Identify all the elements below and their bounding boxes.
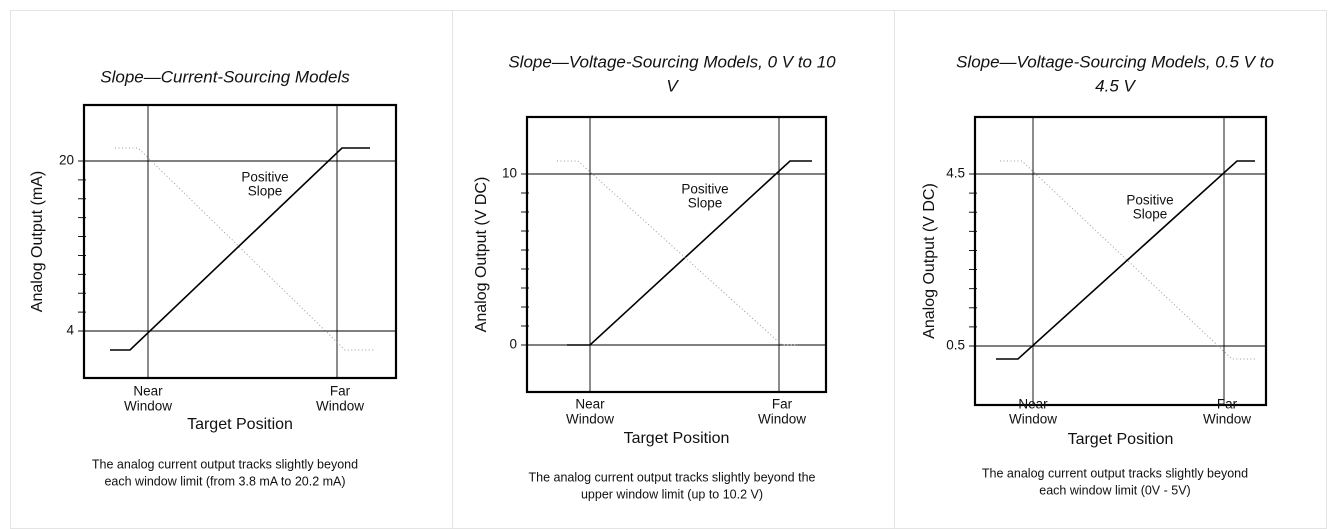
plot-frame bbox=[973, 115, 1268, 407]
near-label: Near bbox=[1018, 397, 1048, 412]
slope-line bbox=[996, 160, 1255, 360]
caption: The analog current output tracks slightl… bbox=[529, 470, 816, 484]
far-label: Far bbox=[772, 397, 793, 412]
y-axis-label: Analog Output (V DC) bbox=[921, 183, 938, 339]
y-axis-label: Analog Output (V DC) bbox=[473, 177, 490, 333]
caption: each window limit (0V - 5V) bbox=[1039, 483, 1190, 497]
plot-frame bbox=[525, 115, 828, 394]
panel-title: Slope—Current-Sourcing Models bbox=[100, 67, 350, 86]
tick-label: 4.5 bbox=[946, 166, 965, 181]
far-label: Far bbox=[1217, 397, 1238, 412]
far-label: Window bbox=[758, 412, 806, 427]
near-label: Window bbox=[1009, 412, 1057, 427]
panel-title: 4.5 V bbox=[1095, 76, 1136, 95]
tick-label: 4 bbox=[66, 323, 74, 338]
tick-label: 0 bbox=[509, 337, 517, 352]
slope-label: Positive bbox=[681, 182, 728, 197]
caption: each window limit (from 3.8 mA to 20.2 m… bbox=[104, 474, 345, 488]
slope-label: Positive bbox=[1126, 193, 1173, 208]
x-axis-label: Target Position bbox=[1068, 431, 1174, 448]
panel-title: Slope—Voltage-Sourcing Models, 0.5 V to bbox=[956, 52, 1274, 71]
plot-frame bbox=[82, 103, 398, 380]
y-axis-label: Analog Output (mA) bbox=[29, 171, 46, 312]
slope-line bbox=[110, 147, 370, 351]
tick-label: 10 bbox=[502, 166, 517, 181]
near-label: Near bbox=[575, 397, 605, 412]
far-label: Window bbox=[1203, 412, 1251, 427]
negative-slope-line bbox=[557, 160, 798, 346]
near-label: Window bbox=[124, 399, 172, 414]
negative-slope-line bbox=[1000, 160, 1255, 360]
x-axis-label: Target Position bbox=[624, 430, 730, 447]
panel-title: V bbox=[666, 76, 679, 95]
x-axis-label: Target Position bbox=[187, 416, 293, 433]
slope-line bbox=[567, 160, 812, 346]
slope-label: Slope bbox=[248, 184, 283, 199]
panel-title: Slope—Voltage-Sourcing Models, 0 V to 10 bbox=[508, 52, 836, 71]
caption: The analog current output tracks slightl… bbox=[92, 457, 358, 471]
slope-label: Positive bbox=[241, 170, 288, 185]
near-label: Near bbox=[133, 384, 163, 399]
tick-label: 20 bbox=[59, 153, 74, 168]
caption: The analog current output tracks slightl… bbox=[982, 466, 1248, 480]
slope-label: Slope bbox=[688, 196, 723, 211]
far-label: Far bbox=[330, 384, 351, 399]
tick-label: 0.5 bbox=[946, 338, 965, 353]
near-label: Window bbox=[566, 412, 614, 427]
negative-slope-line bbox=[115, 147, 375, 351]
far-label: Window bbox=[316, 399, 364, 414]
caption: upper window limit (up to 10.2 V) bbox=[581, 487, 763, 501]
slope-label: Slope bbox=[1133, 207, 1168, 222]
